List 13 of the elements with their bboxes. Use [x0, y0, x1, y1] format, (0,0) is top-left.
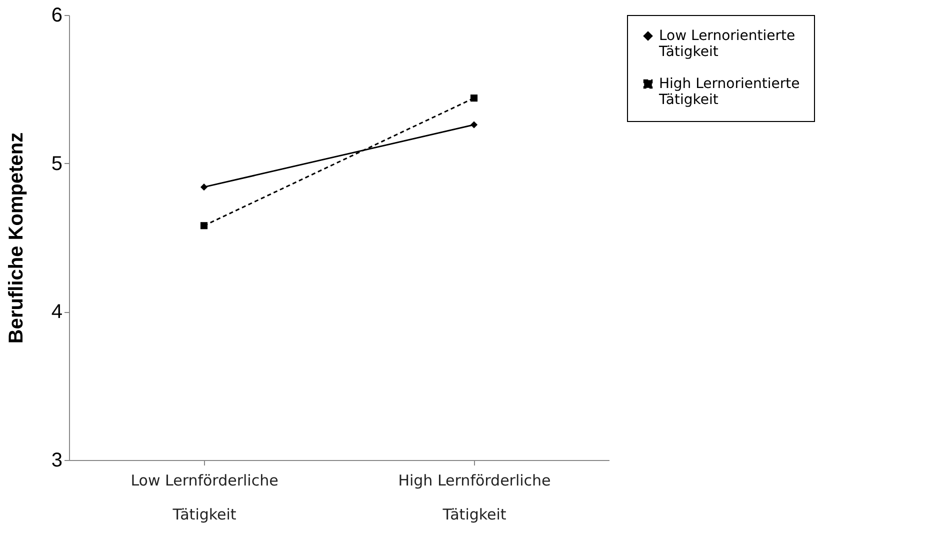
- point: [200, 184, 208, 191]
- y-tick-label: 6: [51, 4, 62, 26]
- y-tick-label: 4: [51, 301, 62, 324]
- y-tick-label: 3: [51, 450, 62, 472]
- legend-label: Low Lernorientierte Tätigkeit: [658, 28, 796, 60]
- y-tick-label: 5: [51, 152, 62, 175]
- point: [470, 94, 478, 102]
- x-tick-label: High Lernförderliche Tätigkeit: [398, 472, 551, 524]
- y-axis-title: Berufliche Kompetenz: [5, 132, 28, 344]
- x-tick-label: Low Lernförderliche Tätigkeit: [130, 472, 278, 524]
- legend-label: High Lernorientierte Tätigkeit: [658, 76, 800, 108]
- point: [200, 222, 208, 230]
- point: [470, 121, 478, 128]
